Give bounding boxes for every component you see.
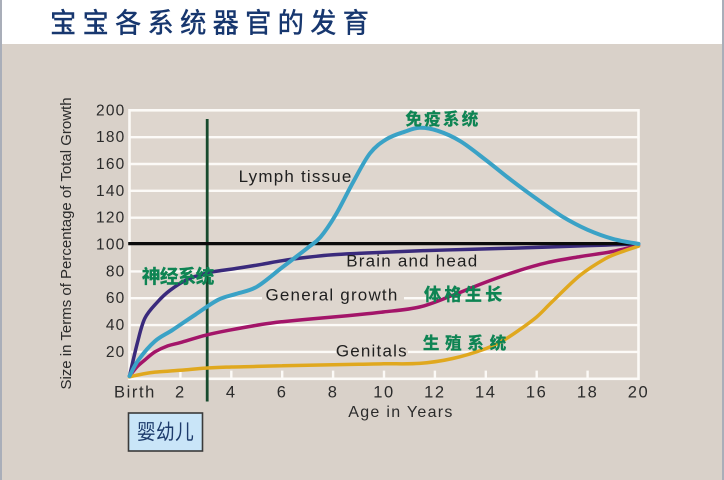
- svg-text:Birth: Birth: [114, 384, 156, 402]
- svg-text:2: 2: [175, 384, 186, 402]
- svg-text:20: 20: [106, 344, 126, 361]
- svg-text:Brain and head: Brain and head: [346, 252, 478, 271]
- svg-text:Lymph tissue: Lymph tissue: [239, 167, 353, 186]
- svg-text:14: 14: [475, 384, 497, 402]
- svg-text:200: 200: [96, 102, 125, 119]
- svg-text:Age in Years: Age in Years: [348, 404, 453, 421]
- svg-text:General growth: General growth: [265, 286, 398, 305]
- svg-text:120: 120: [96, 210, 125, 227]
- svg-text:Genitals: Genitals: [336, 342, 408, 361]
- svg-text:100: 100: [96, 237, 125, 254]
- svg-text:4: 4: [226, 384, 237, 402]
- svg-text:140: 140: [96, 183, 125, 200]
- svg-text:6: 6: [277, 384, 288, 402]
- svg-text:Size in Terms of Percentage of: Size in Terms of Percentage of Total Gro…: [58, 97, 75, 389]
- svg-text:16: 16: [526, 384, 548, 402]
- svg-text:18: 18: [577, 384, 599, 402]
- svg-text:80: 80: [106, 263, 126, 280]
- svg-text:20: 20: [628, 384, 650, 402]
- svg-text:60: 60: [106, 290, 126, 307]
- svg-text:180: 180: [96, 129, 125, 146]
- svg-text:8: 8: [328, 384, 339, 402]
- svg-text:10: 10: [373, 384, 395, 402]
- svg-text:160: 160: [96, 156, 125, 173]
- svg-text:40: 40: [106, 317, 126, 334]
- svg-text:12: 12: [424, 384, 446, 402]
